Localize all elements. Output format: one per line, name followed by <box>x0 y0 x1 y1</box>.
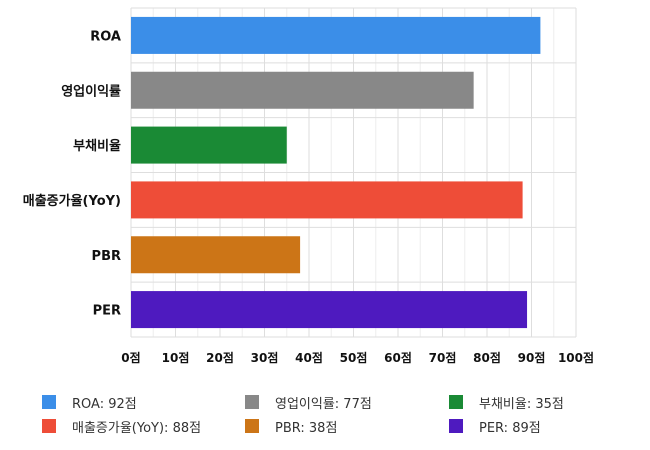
x-tick-label: 50점 <box>340 350 368 365</box>
legend-item: PER: 89점 <box>449 416 541 436</box>
bar <box>131 291 528 329</box>
x-tick-label: 70점 <box>429 350 457 365</box>
legend-swatch <box>245 395 259 409</box>
x-tick-label: 10점 <box>162 350 190 365</box>
legend-item: 영업이익률: 77점 <box>245 392 372 412</box>
category-label: PBR <box>92 249 121 264</box>
legend-swatch <box>42 395 56 409</box>
legend-swatch <box>449 419 463 433</box>
legend-item: ROA: 92점 <box>42 392 137 412</box>
legend-swatch <box>449 395 463 409</box>
legend-label: 부채비율: 35점 <box>479 396 564 412</box>
category-label: ROA <box>90 29 121 44</box>
x-tick-label: 0점 <box>121 350 140 365</box>
x-tick-label: 20점 <box>206 350 234 365</box>
x-tick-label: 60점 <box>384 350 412 365</box>
category-label: 영업이익률 <box>61 83 121 99</box>
bar <box>131 236 301 274</box>
category-label: 부채비율 <box>73 138 121 154</box>
legend-label: 매출증가율(YoY): 88점 <box>72 420 202 436</box>
legend-item: 부채비율: 35점 <box>449 392 564 412</box>
bar <box>131 126 287 164</box>
legend-swatch <box>245 419 259 433</box>
x-tick-labels: 0점 10점 20점 30점 40점 50점 60점 70점 80점 90점 100점 <box>121 350 594 365</box>
legend-item: 매출증가율(YoY): 88점 <box>42 416 201 436</box>
legend-label: ROA: 92점 <box>72 396 137 412</box>
grid-lines <box>130 7 577 338</box>
x-tick-label: 100점 <box>558 350 594 365</box>
legend-item: PBR: 38점 <box>245 416 337 436</box>
bar <box>131 16 541 54</box>
x-tick-label: 90점 <box>518 350 546 365</box>
bar <box>131 181 523 219</box>
bar <box>131 71 474 109</box>
x-tick-label: 80점 <box>473 350 501 365</box>
legend-swatch <box>42 419 56 433</box>
x-tick-label: 30점 <box>251 350 279 365</box>
category-label: 매출증가율(YoY) <box>23 193 121 209</box>
legend-label: 영업이익률: 77점 <box>275 396 372 412</box>
legend-label: PBR: 38점 <box>275 420 338 436</box>
legend-label: PER: 89점 <box>479 420 541 436</box>
x-tick-label: 40점 <box>295 350 323 365</box>
category-label: PER <box>93 304 121 319</box>
bars-group <box>131 16 541 329</box>
